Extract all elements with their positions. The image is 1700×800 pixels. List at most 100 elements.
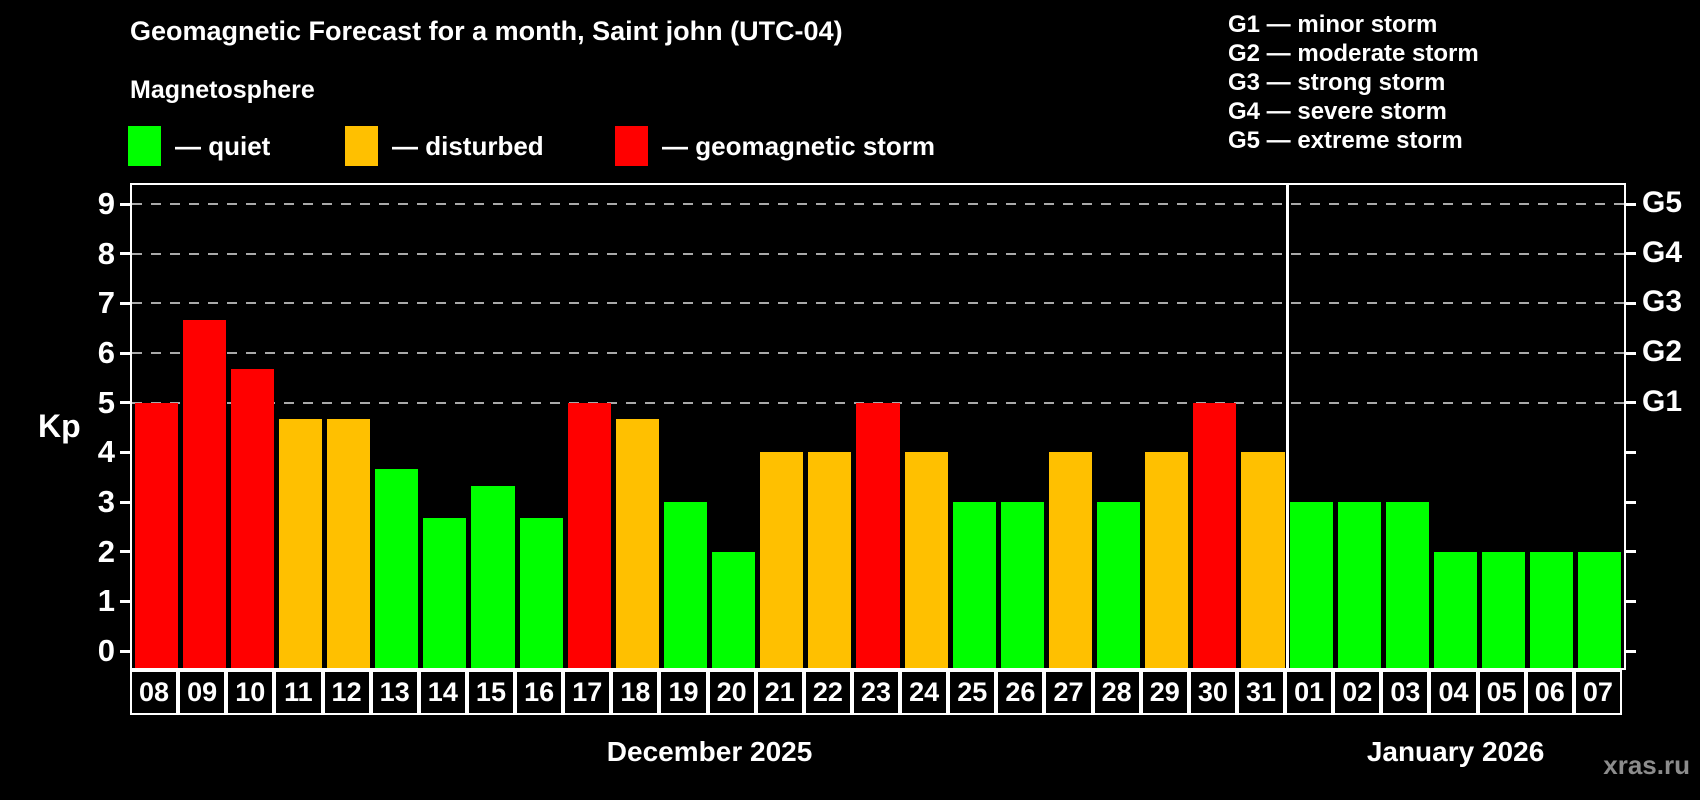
kp-bar-day-09: [182, 319, 226, 668]
kp-bar-day-21: [760, 452, 804, 668]
legend-label-quiet: — quiet: [175, 130, 271, 161]
y-tick-label-6: 6: [97, 335, 115, 371]
kp-bar-day-16: [519, 518, 563, 668]
y-tick-left-4: [120, 450, 130, 454]
kp-bar-day-26: [1000, 502, 1044, 668]
y-tick-right-4: [1626, 450, 1636, 454]
y-tick-right-3: [1626, 500, 1636, 504]
gridline-kp-6: [132, 352, 1624, 355]
y-tick-label-2: 2: [97, 533, 115, 569]
day-label-19: 19: [659, 670, 708, 715]
month-label-1: December 2025: [606, 736, 813, 767]
y-tick-left-6: [120, 351, 130, 355]
kp-bar-day-22: [808, 452, 852, 668]
y-tick-label-3: 3: [97, 484, 115, 520]
g-scale-line-5: G5 — extreme storm: [1228, 127, 1463, 154]
storm-color-swatch: [615, 126, 648, 166]
legend-label-storm: — geomagnetic storm: [662, 130, 936, 161]
y-tick-left-9: [120, 202, 130, 206]
g-level-label-G4: G4: [1642, 235, 1683, 269]
month-label-2: January 2026: [1366, 736, 1545, 767]
legend-label-disturbed: — disturbed: [392, 130, 544, 161]
y-tick-right-5: [1626, 401, 1636, 405]
quiet-color-swatch: [128, 126, 161, 166]
kp-bar-day-04: [1433, 551, 1478, 668]
day-label-15: 15: [466, 670, 516, 715]
day-label-04: 04: [1429, 670, 1478, 715]
day-label-18: 18: [611, 670, 660, 715]
day-label-24: 24: [900, 670, 949, 715]
watermark: xras.ru: [1603, 750, 1690, 780]
day-label-12: 12: [322, 670, 371, 715]
day-label-08: 08: [130, 670, 179, 715]
y-tick-label-8: 8: [97, 235, 115, 271]
g-scale-legend: G1 — minor storm G2 — moderate storm G3 — …: [1228, 10, 1479, 155]
y-tick-label-1: 1: [97, 583, 115, 619]
g-scale-line-4: G4 — severe storm: [1228, 98, 1447, 125]
y-tick-label-4: 4: [97, 434, 115, 470]
day-label-26: 26: [996, 670, 1045, 715]
kp-bar-day-02: [1337, 502, 1381, 668]
y-tick-left-2: [120, 550, 130, 554]
kp-bar-day-29: [1145, 452, 1189, 668]
y-tick-label-0: 0: [97, 633, 115, 668]
y-tick-right-2: [1626, 550, 1636, 554]
kp-bar-day-07: [1578, 551, 1622, 668]
day-label-30: 30: [1188, 670, 1237, 715]
y-tick-right-6: [1626, 351, 1636, 355]
kp-bar-day-01: [1289, 502, 1333, 668]
day-label-10: 10: [226, 670, 275, 715]
disturbed-color-swatch: [345, 126, 378, 166]
gridline-kp-9: [132, 203, 1624, 206]
kp-bar-day-11: [278, 419, 322, 668]
kp-bar-day-08: [134, 402, 178, 668]
g-scale-line-1: G1 — minor storm: [1228, 11, 1438, 38]
kp-bar-day-17: [567, 402, 611, 668]
day-label-29: 29: [1140, 670, 1189, 715]
y-tick-label-7: 7: [97, 285, 115, 321]
y-tick-label-5: 5: [97, 384, 115, 420]
kp-bar-day-06: [1530, 551, 1574, 668]
day-label-23: 23: [851, 670, 901, 715]
day-label-03: 03: [1381, 670, 1430, 715]
day-label-02: 02: [1333, 670, 1382, 715]
day-label-16: 16: [515, 670, 564, 715]
legend-item-storm: — geomagnetic storm: [615, 126, 935, 166]
kp-bar-day-05: [1482, 551, 1526, 668]
kp-bar-day-23: [856, 402, 900, 668]
day-label-06: 06: [1525, 670, 1574, 715]
y-tick-right-0: [1626, 649, 1636, 653]
kp-bar-day-03: [1385, 502, 1429, 668]
kp-bar-day-28: [1097, 502, 1141, 668]
kp-bar-day-20: [712, 551, 756, 668]
kp-bar-day-18: [615, 419, 659, 668]
y-tick-left-0: [120, 649, 130, 653]
kp-bar-day-14: [423, 518, 467, 668]
kp-bar-day-12: [327, 419, 371, 668]
y-tick-left-7: [120, 301, 130, 305]
chart-subtitle: Magnetosphere: [130, 76, 315, 104]
g-level-label-G1: G1: [1642, 384, 1683, 418]
day-label-14: 14: [418, 670, 467, 715]
legend-item-quiet: — quiet: [128, 126, 270, 166]
day-label-27: 27: [1044, 670, 1093, 715]
y-tick-left-8: [120, 252, 130, 256]
legend-item-disturbed: — disturbed: [345, 126, 544, 166]
y-tick-left-3: [120, 500, 130, 504]
day-label-21: 21: [755, 670, 804, 715]
day-label-01: 01: [1285, 670, 1334, 715]
day-label-09: 09: [178, 670, 227, 715]
day-label-31: 31: [1236, 670, 1286, 715]
y-tick-right-9: [1626, 202, 1636, 206]
y-axis-label: Kp: [38, 408, 81, 444]
day-label-11: 11: [274, 670, 323, 715]
kp-bar-day-10: [230, 369, 274, 668]
plot-area: [130, 183, 1626, 670]
g-level-label-G5: G5: [1642, 186, 1683, 220]
y-tick-right-8: [1626, 252, 1636, 256]
day-label-22: 22: [803, 670, 852, 715]
g-level-label-G3: G3: [1642, 285, 1683, 319]
day-label-13: 13: [370, 670, 419, 715]
kp-bar-day-30: [1193, 402, 1237, 668]
